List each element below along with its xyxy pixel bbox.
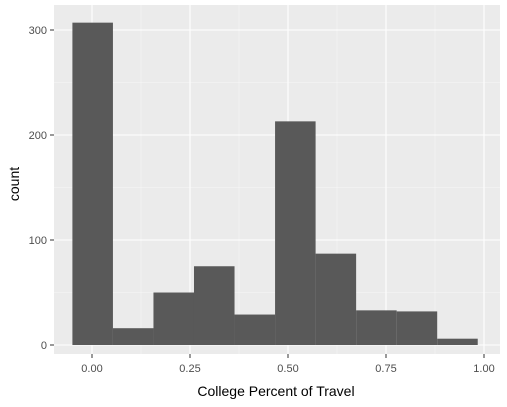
histogram-bar xyxy=(437,338,478,345)
x-axis-title: College Percent of Travel xyxy=(197,383,354,399)
histogram-bar xyxy=(193,266,235,345)
histogram-bars xyxy=(72,22,478,346)
histogram-bar xyxy=(112,328,154,345)
y-tick-label: 0 xyxy=(41,340,47,352)
x-tick-label: 0.25 xyxy=(179,363,200,375)
y-axis-ticks: 0 100 200 300 xyxy=(29,25,54,352)
x-tick-label: 1.00 xyxy=(473,363,494,375)
histogram-bar xyxy=(315,253,357,345)
y-tick-label: 100 xyxy=(29,235,47,247)
y-axis-title: count xyxy=(6,167,22,201)
x-tick-label: 0.50 xyxy=(277,363,298,375)
y-tick-label: 300 xyxy=(29,25,47,37)
x-tick-label: 0.00 xyxy=(81,363,102,375)
y-tick-label: 200 xyxy=(29,130,47,142)
histogram-bar xyxy=(72,22,113,346)
x-tick-label: 0.75 xyxy=(375,363,396,375)
histogram-bar xyxy=(275,121,316,345)
histogram-bar xyxy=(153,292,194,345)
histogram-bar xyxy=(234,314,276,345)
histogram-bar xyxy=(396,311,438,345)
histogram-bar xyxy=(356,310,397,345)
x-axis-ticks: 0.00 0.25 0.50 0.75 1.00 xyxy=(81,354,495,375)
